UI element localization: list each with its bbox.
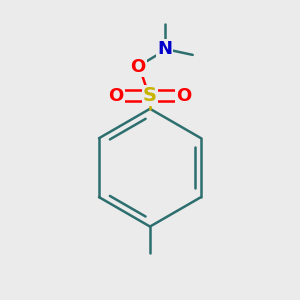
Text: N: N [157, 40, 172, 58]
Text: O: O [130, 58, 146, 76]
Text: O: O [176, 86, 191, 104]
Text: S: S [143, 86, 157, 105]
Text: O: O [109, 86, 124, 104]
